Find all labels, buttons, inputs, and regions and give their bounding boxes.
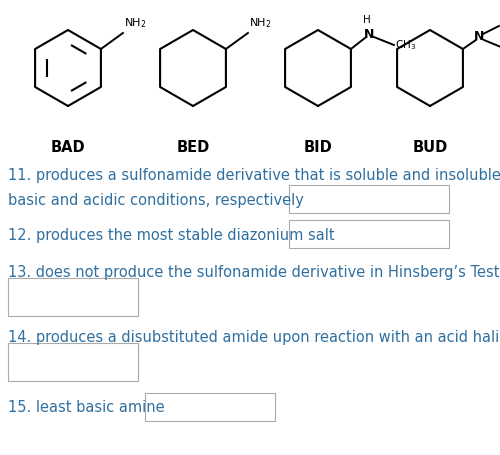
Bar: [289, 185, 449, 213]
Text: BUD: BUD: [412, 140, 448, 155]
Text: CH$_3$: CH$_3$: [395, 38, 416, 52]
Bar: [8, 343, 138, 381]
Bar: [8, 278, 138, 316]
Text: BAD: BAD: [50, 140, 86, 155]
Text: NH$_2$: NH$_2$: [249, 16, 272, 30]
Text: 14. produces a disubstituted amide upon reaction with an acid halide: 14. produces a disubstituted amide upon …: [8, 330, 500, 345]
Text: N: N: [364, 29, 374, 41]
Text: N: N: [474, 30, 484, 44]
Bar: [145, 393, 275, 421]
Text: BED: BED: [176, 140, 210, 155]
Text: H: H: [363, 15, 371, 25]
Text: 11. produces a sulfonamide derivative that is soluble and insoluble in: 11. produces a sulfonamide derivative th…: [8, 168, 500, 183]
Bar: [289, 220, 449, 248]
Text: BID: BID: [304, 140, 332, 155]
Text: 13. does not produce the sulfonamide derivative in Hinsberg’s Test: 13. does not produce the sulfonamide der…: [8, 265, 500, 280]
Text: NH$_2$: NH$_2$: [124, 16, 146, 30]
Text: basic and acidic conditions, respectively: basic and acidic conditions, respectivel…: [8, 193, 304, 208]
Text: 12. produces the most stable diazonium salt: 12. produces the most stable diazonium s…: [8, 228, 334, 243]
Text: 15. least basic amine: 15. least basic amine: [8, 400, 164, 415]
